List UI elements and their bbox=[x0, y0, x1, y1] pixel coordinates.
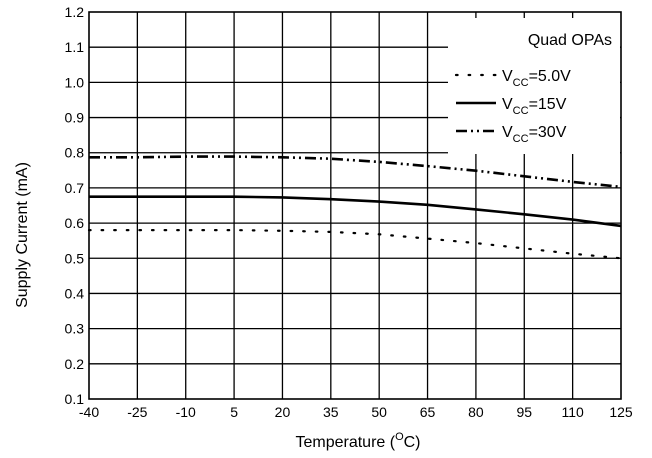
plot-frame bbox=[88, 11, 622, 400]
x-axis-label-main: Temperature ( bbox=[295, 434, 395, 451]
grid bbox=[89, 12, 621, 399]
x-tick-label: 65 bbox=[420, 404, 436, 420]
series-line bbox=[89, 155, 622, 189]
legend-label-subscript: CC bbox=[513, 133, 529, 145]
series-line bbox=[87, 229, 623, 260]
y-tick-label: 1.2 bbox=[65, 4, 85, 20]
legend-label-suffix: =30V bbox=[529, 124, 567, 141]
x-tick-label: -25 bbox=[127, 404, 147, 420]
x-axis-label-sup: O bbox=[395, 431, 404, 443]
legend-label-prefix: V bbox=[502, 96, 513, 113]
legend-label-subscript: CC bbox=[513, 105, 529, 117]
y-tick-label: 0.4 bbox=[65, 285, 85, 301]
series-line bbox=[89, 195, 622, 228]
legend-background bbox=[448, 18, 620, 154]
legend-label-prefix: V bbox=[502, 124, 513, 141]
x-axis-label-tail: C) bbox=[404, 434, 421, 451]
x-tick-label: 110 bbox=[561, 404, 584, 420]
x-tick-label: 125 bbox=[609, 404, 633, 420]
x-tick-label: 5 bbox=[230, 404, 238, 420]
legend-label: VCC=15V bbox=[502, 96, 567, 117]
y-tick-label: 0.7 bbox=[65, 180, 85, 196]
x-tick-label: 20 bbox=[275, 404, 291, 420]
x-tick-labels: -40 -25 -10 5 20 35 50 65 80 95 110 125 bbox=[79, 404, 633, 420]
x-tick-label: -10 bbox=[176, 404, 196, 420]
legend-label-prefix: V bbox=[502, 68, 513, 85]
legend-label-suffix: =5.0V bbox=[529, 68, 572, 85]
y-axis-label: Supply Current (mA) bbox=[14, 162, 31, 308]
legend-label: VCC=30V bbox=[502, 124, 567, 145]
x-tick-label: 80 bbox=[468, 404, 484, 420]
x-axis-label: Temperature (OC) bbox=[295, 431, 420, 451]
y-tick-label: 0.1 bbox=[65, 391, 85, 407]
y-tick-label: 0.6 bbox=[65, 215, 85, 231]
y-tick-label: 0.3 bbox=[65, 321, 85, 337]
y-tick-label: 1.1 bbox=[65, 39, 85, 55]
x-tick-label: 35 bbox=[323, 404, 339, 420]
legend-label-suffix: =15V bbox=[529, 96, 567, 113]
x-tick-label: 95 bbox=[516, 404, 532, 420]
x-tick-label: -40 bbox=[79, 404, 99, 420]
legend-label-subscript: CC bbox=[513, 77, 529, 89]
y-tick-label: 0.8 bbox=[65, 145, 85, 161]
series-lines bbox=[87, 155, 623, 260]
legend-title: Quad OPAs bbox=[528, 32, 612, 49]
y-tick-label: 0.5 bbox=[65, 250, 85, 266]
x-tick-label: 50 bbox=[371, 404, 387, 420]
y-tick-labels: 0.1 0.2 0.3 0.4 0.5 0.6 0.7 0.8 0.9 1.0 1.1 1.2 bbox=[65, 4, 85, 407]
y-tick-label: 0.2 bbox=[65, 356, 85, 372]
y-tick-label: 1.0 bbox=[65, 74, 85, 90]
legend-label: VCC=5.0V bbox=[502, 68, 571, 89]
y-tick-label: 0.9 bbox=[65, 110, 85, 126]
